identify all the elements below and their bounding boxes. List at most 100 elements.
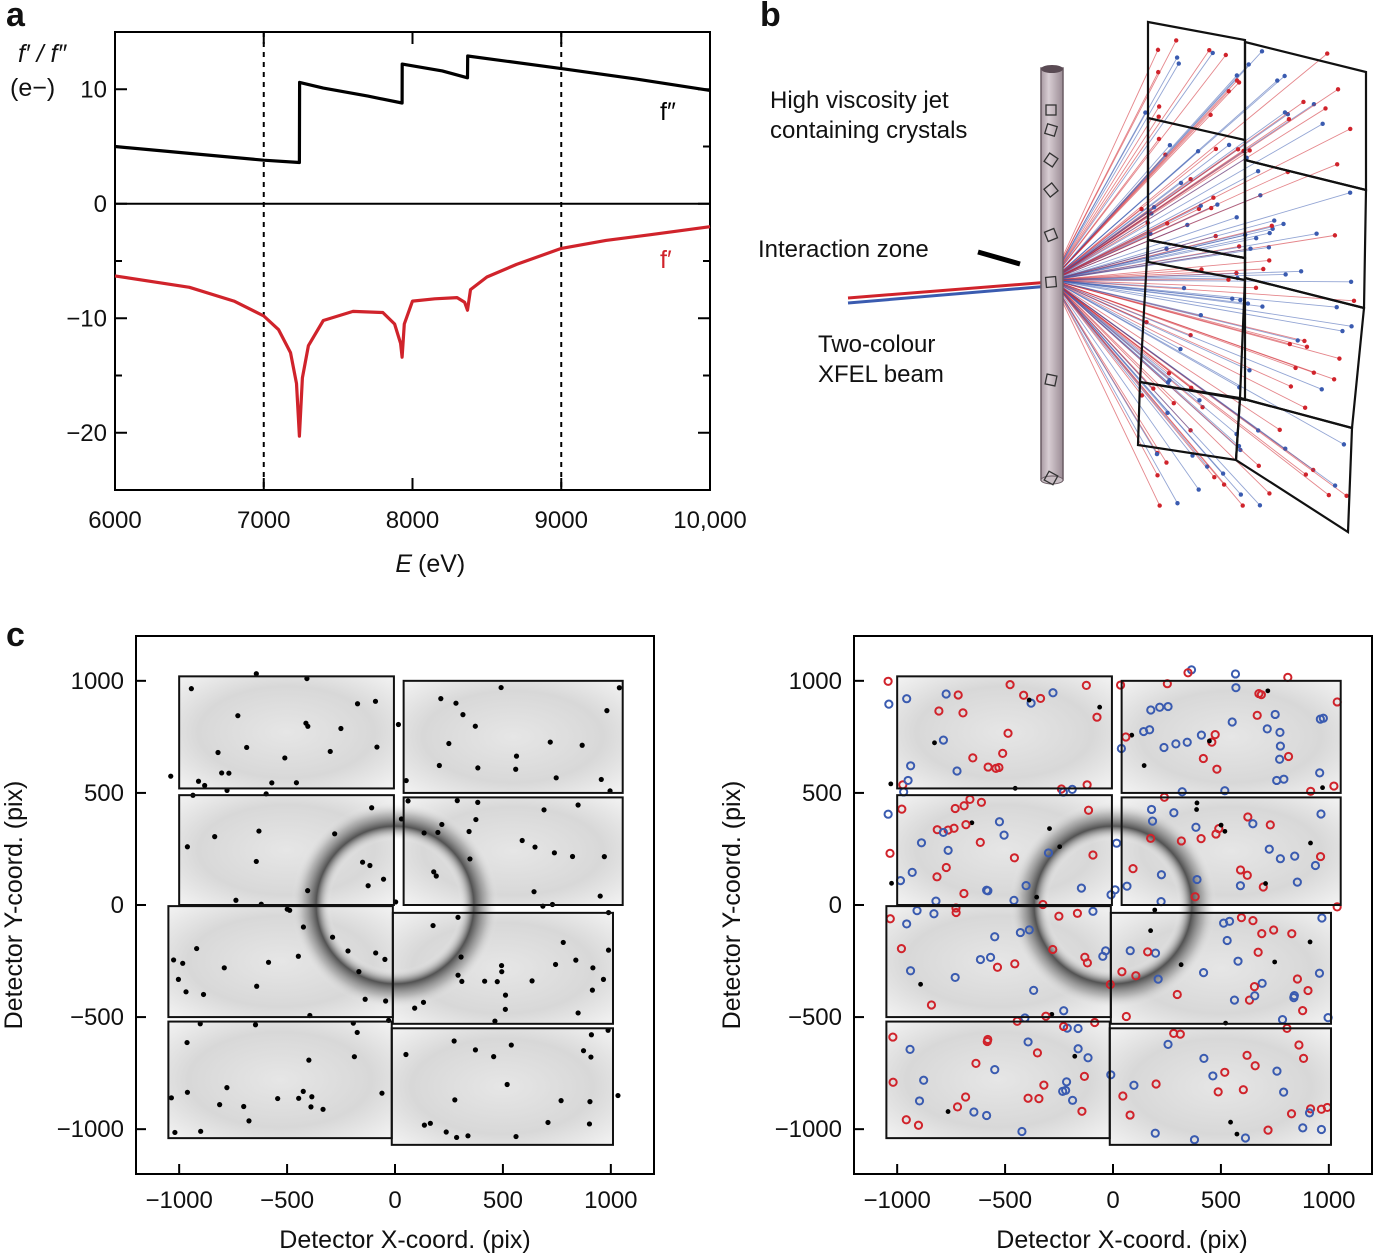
diffraction-spot: [1344, 493, 1349, 499]
detector-module: [1243, 40, 1368, 192]
bragg-spot-indexed: [1143, 947, 1153, 957]
x-tick-label: 9000: [535, 507, 588, 534]
crystal: [1043, 227, 1059, 243]
bragg-spot: [226, 770, 232, 776]
bragg-spot: [605, 947, 612, 953]
bragg-spot-indexed: [969, 1107, 979, 1117]
diffraction-spot: [1311, 102, 1317, 107]
bragg-spot-indexed: [1079, 1071, 1090, 1081]
diffraction-spot: [1196, 487, 1201, 492]
detector-panels: [1136, 20, 1368, 534]
bragg-spot-indexed: [1272, 1066, 1282, 1076]
bragg-spot-indexed: [1131, 971, 1141, 981]
bragg-spot-indexed: [1210, 730, 1220, 740]
powder-ring: [1009, 801, 1217, 1009]
bragg-spot: [435, 829, 441, 836]
bragg-spot-indexed: [1106, 1070, 1116, 1080]
x-tick-label: 7000: [237, 507, 290, 534]
bragg-spot: [184, 844, 191, 850]
bragg-spot: [502, 992, 509, 998]
diffraction-spot: [1256, 463, 1261, 469]
bragg-spot: [244, 744, 250, 751]
y-axis-label-line1: f′ / f″: [18, 40, 67, 68]
x-axis-label-right: Detector X-coord. (pix): [996, 1226, 1247, 1254]
diffraction-spot: [1238, 492, 1244, 497]
diffracted-ray: [1051, 207, 1212, 281]
diffracted-ray: [1051, 279, 1181, 350]
bragg-spot: [573, 957, 579, 963]
x-tick-label: 500: [1201, 1187, 1241, 1214]
bragg-spot: [552, 961, 559, 968]
bragg-spot-indexed: [1275, 727, 1285, 737]
bragg-spot-indexed: [883, 676, 893, 686]
bragg-spot-indexed: [1269, 925, 1279, 935]
bragg-spot: [472, 723, 478, 729]
bragg-spot-indexed: [1029, 985, 1039, 995]
bragg-spot: [421, 1122, 428, 1128]
bragg-spot-indexed: [1289, 993, 1299, 1003]
bragg-spot-unassigned: [1057, 844, 1063, 850]
bragg-spot-indexed: [1275, 854, 1285, 864]
bragg-spot-indexed: [914, 1096, 925, 1106]
bragg-spot-indexed: [1292, 974, 1303, 984]
detector-module-outline: [1109, 911, 1332, 1025]
bragg-spot-indexed: [1171, 739, 1181, 749]
bragg-spot: [198, 1128, 204, 1134]
detector-bg: [1109, 1028, 1331, 1145]
bragg-spot-indexed: [1189, 1135, 1200, 1145]
x-tick-label: 10,000: [673, 507, 746, 534]
detector-module: [1146, 20, 1247, 260]
bragg-spot: [513, 753, 520, 759]
diffraction-spot: [1272, 218, 1277, 223]
bragg-spot: [529, 978, 535, 984]
bragg-spot-indexed: [1177, 787, 1187, 797]
diffracted-ray: [1051, 279, 1154, 389]
diffracted-ray: [1051, 88, 1339, 281]
liquid-jet: [1040, 67, 1064, 481]
bragg-spot-indexed: [1129, 1080, 1139, 1090]
bragg-spot-indexed: [1196, 730, 1207, 740]
bragg-spot-indexed: [1314, 968, 1325, 978]
bragg-spot-indexed: [1250, 991, 1260, 1001]
diffraction-spot: [1155, 47, 1161, 53]
bragg-spot-indexed: [1243, 812, 1253, 822]
bragg-spot-indexed: [1240, 1133, 1251, 1143]
diffracted-ray: [1051, 49, 1210, 281]
diffraction-spot: [1298, 269, 1304, 274]
bragg-spot-indexed: [1316, 1104, 1326, 1114]
bragg-spot: [513, 766, 519, 772]
bragg-spot-indexed: [888, 1032, 898, 1042]
bragg-spot: [598, 776, 604, 783]
bragg-spot-indexed: [1139, 726, 1149, 737]
bragg-spot-indexed: [1235, 881, 1246, 891]
bragg-spot-indexed: [941, 862, 951, 873]
bragg-spot-indexed: [884, 699, 894, 709]
bragg-spot: [420, 999, 427, 1005]
bragg-spot-indexed: [1304, 1108, 1315, 1118]
diffracted-ray: [1051, 170, 1259, 281]
diffraction-spot: [1139, 393, 1145, 398]
bragg-spot-indexed: [913, 1120, 924, 1130]
bragg-spot: [504, 1081, 510, 1088]
bragg-spot-indexed: [903, 775, 913, 786]
bragg-spot: [345, 948, 351, 954]
diffraction-spot: [1277, 427, 1282, 433]
bragg-spot-indexed: [1252, 710, 1262, 720]
bragg-spot-indexed: [961, 820, 971, 830]
diffraction-spot: [1337, 356, 1342, 361]
bragg-spot: [295, 953, 301, 959]
y-tick-label: −500: [788, 1004, 842, 1031]
diffraction-spot: [1198, 312, 1203, 318]
bragg-spot: [403, 777, 409, 784]
interaction-zone-pointer: [977, 249, 1021, 267]
bragg-spot: [252, 1022, 259, 1028]
diffraction-spot: [1155, 473, 1160, 478]
bragg-spot: [332, 831, 338, 837]
y-axis-label-left: Detector Y-coord. (pix): [0, 781, 28, 1030]
bragg-spot: [356, 969, 362, 975]
bragg-spot-unassigned: [1263, 881, 1268, 886]
bragg-spot: [395, 721, 402, 728]
bragg-spot-indexed: [1191, 822, 1201, 832]
bragg-spot: [253, 671, 259, 677]
bragg-spot-indexed: [982, 885, 992, 895]
